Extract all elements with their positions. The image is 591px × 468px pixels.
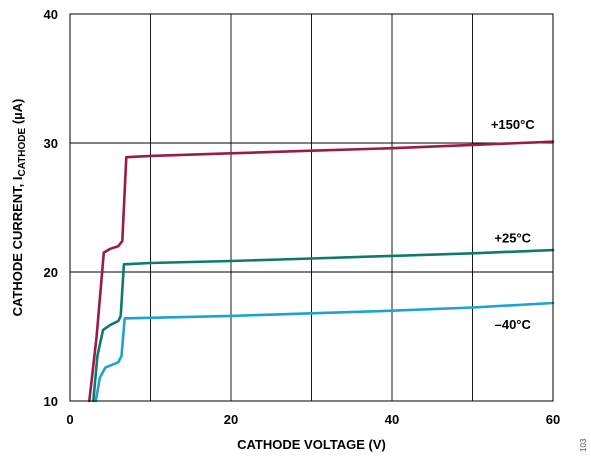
x-tick-label: 40 [385,412,399,427]
series-label: +25°C [494,230,531,245]
y-tick-label: 40 [44,7,58,22]
y-axis-title: CATHODE CURRENT, ICATHODE (µA) [10,99,28,317]
series-line-1 [92,248,555,403]
grid-layer [70,14,553,401]
x-tick-label: 60 [546,412,560,427]
plot-frame [69,13,554,402]
label-layer: CATHODE VOLTAGE (V) CATHODE CURRENT, ICA… [10,99,588,452]
figure-id-label: 103 [579,438,588,452]
y-axis-title-unit: (µA) [10,99,25,128]
series-label: –40°C [495,317,532,332]
x-axis-title: CATHODE VOLTAGE (V) [237,437,386,452]
x-tick-label: 0 [66,412,73,427]
series-layer [88,140,555,403]
y-tick-label: 30 [44,136,58,151]
series-label: +150°C [491,117,535,132]
y-axis-title-main: CATHODE CURRENT, I [10,176,25,316]
y-axis-title-subscript: CATHODE [17,127,28,176]
y-tick-label: 10 [44,394,58,409]
tick-layer: 0 20 40 60 10 20 30 40 [44,7,561,427]
x-tick-label: 20 [224,412,238,427]
series-line-0 [88,140,555,403]
series-line-2 [94,301,555,403]
y-tick-label: 20 [44,265,58,280]
